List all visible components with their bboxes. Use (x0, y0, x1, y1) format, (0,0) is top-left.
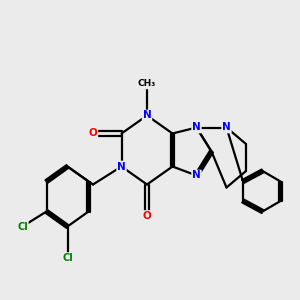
Text: O: O (88, 128, 98, 139)
Text: N: N (222, 122, 231, 133)
Text: Cl: Cl (17, 221, 28, 232)
Text: N: N (142, 110, 152, 121)
Text: N: N (117, 161, 126, 172)
Text: N: N (192, 170, 201, 181)
Text: Cl: Cl (62, 253, 73, 263)
Text: O: O (142, 211, 152, 221)
Text: CH₃: CH₃ (138, 80, 156, 88)
Text: N: N (192, 122, 201, 133)
